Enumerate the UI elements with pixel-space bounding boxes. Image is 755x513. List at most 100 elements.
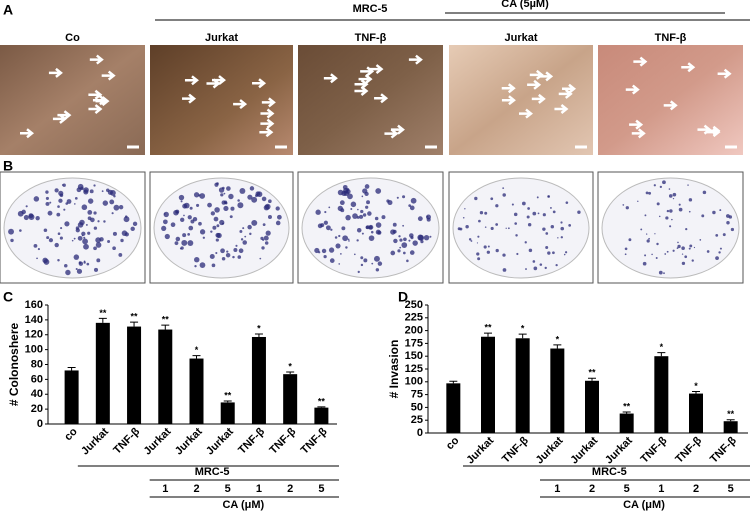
colony <box>75 267 78 271</box>
bar <box>64 370 79 424</box>
colony <box>180 200 183 203</box>
colony <box>397 249 401 253</box>
colony <box>544 266 547 270</box>
colony <box>187 215 192 220</box>
colony <box>251 219 258 226</box>
arrow <box>631 128 646 139</box>
x-tick-label: TNF-β <box>500 434 531 465</box>
colony <box>229 215 233 219</box>
colony <box>477 257 481 261</box>
colony <box>180 246 184 250</box>
colony <box>347 238 350 241</box>
panel-label: C <box>3 289 13 305</box>
colony <box>19 229 22 232</box>
colony <box>662 180 666 185</box>
colony <box>360 209 364 214</box>
colony <box>85 223 88 226</box>
colony <box>102 200 109 206</box>
colony <box>381 215 386 220</box>
x-tick-label: Jurkat <box>603 434 635 466</box>
colony <box>66 199 72 204</box>
significance: ** <box>162 314 170 324</box>
colony <box>226 250 229 253</box>
error-bar <box>553 344 562 349</box>
colony <box>74 196 78 200</box>
colony <box>170 222 176 228</box>
colony <box>646 239 650 243</box>
colony <box>89 189 94 194</box>
colony <box>237 199 240 202</box>
colony <box>392 222 397 227</box>
colony <box>663 272 665 275</box>
colony <box>8 228 14 235</box>
colony <box>261 246 265 250</box>
arrow <box>184 75 199 86</box>
colony <box>338 234 341 238</box>
group-label: MRC-5 <box>195 466 230 478</box>
colony <box>162 219 168 225</box>
arrow <box>323 73 338 84</box>
error-bar <box>518 333 527 339</box>
colony <box>347 193 353 200</box>
colony <box>113 195 116 198</box>
y-tick-label: 60 <box>31 373 43 385</box>
arrow <box>529 69 544 80</box>
colony <box>183 214 185 217</box>
colony <box>495 223 499 226</box>
colony <box>71 239 74 242</box>
x-tick-label: TNF-β <box>267 425 298 456</box>
colony <box>622 204 625 206</box>
colony <box>666 250 669 253</box>
colony <box>196 203 200 207</box>
colony <box>242 227 245 230</box>
colony <box>188 225 194 231</box>
colony <box>220 248 225 254</box>
y-tick-label: 100 <box>405 376 423 388</box>
colony <box>425 214 431 220</box>
colony <box>409 205 415 211</box>
colony <box>256 191 263 198</box>
colony <box>173 209 179 216</box>
colony <box>60 227 63 230</box>
colony <box>532 260 536 263</box>
y-tick-label: 40 <box>31 388 43 400</box>
colony <box>268 199 272 204</box>
colony <box>75 226 80 230</box>
colony <box>61 184 64 186</box>
colony <box>337 189 344 196</box>
colony <box>314 247 320 254</box>
colony <box>479 211 484 215</box>
arrow <box>706 127 721 138</box>
colony <box>81 234 84 237</box>
colony <box>470 240 473 242</box>
colony <box>702 190 707 195</box>
colony <box>202 236 205 239</box>
colony <box>410 197 417 204</box>
colony <box>263 235 269 241</box>
colony <box>199 229 206 235</box>
y-tick-label: 140 <box>25 314 43 326</box>
colony <box>239 229 243 233</box>
colony <box>338 263 341 265</box>
arrow <box>358 74 373 85</box>
colony <box>82 238 88 245</box>
colony <box>644 214 647 217</box>
colony <box>495 204 499 208</box>
colony <box>459 227 463 231</box>
colony <box>182 203 188 209</box>
colony <box>495 248 499 253</box>
colony <box>238 248 244 254</box>
colony <box>420 240 424 244</box>
colony <box>244 235 247 238</box>
bar <box>481 336 495 433</box>
bar <box>585 380 599 433</box>
colony <box>542 227 546 231</box>
colony <box>410 236 414 240</box>
colony <box>502 268 507 272</box>
colony <box>718 251 721 254</box>
colony <box>81 204 88 211</box>
colony <box>664 253 667 255</box>
colony <box>565 201 569 204</box>
colony <box>644 254 647 257</box>
